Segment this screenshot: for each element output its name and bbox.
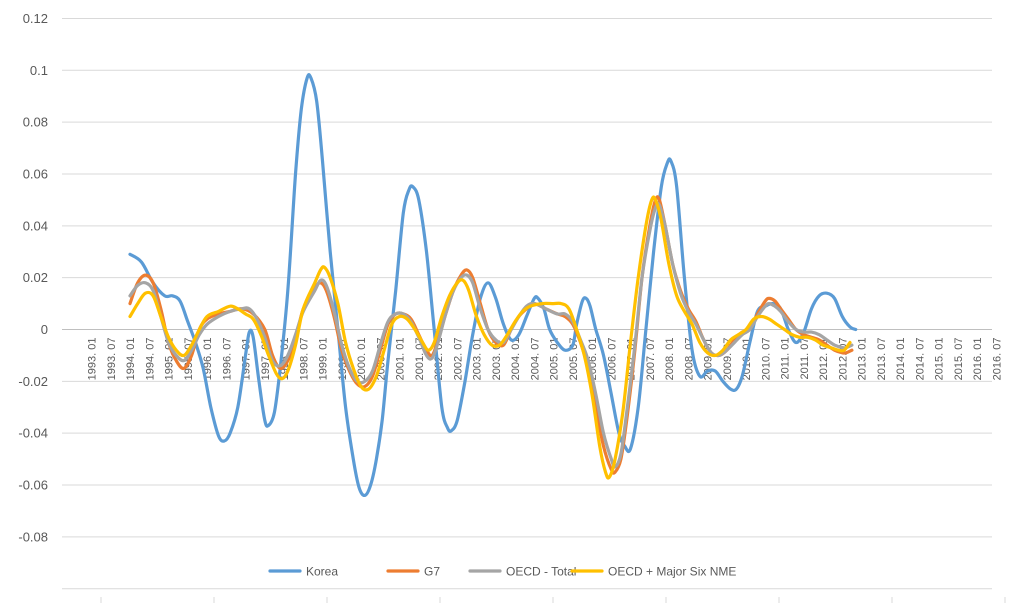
- x-tick-label: 2011. 01: [780, 338, 792, 380]
- y-tick-label: 0.06: [23, 166, 48, 181]
- x-tick-label: 2004. 07: [529, 338, 541, 381]
- y-tick-label: 0.12: [23, 11, 48, 26]
- y-tick-label: -0.08: [18, 529, 48, 544]
- x-tick-label: 2012. 01: [818, 338, 830, 381]
- x-tick-label: 1998. 07: [298, 338, 310, 381]
- x-tick-label: 2006. 07: [606, 338, 618, 381]
- legend-label-g7: G7: [424, 565, 440, 579]
- x-tick-label: 2013. 07: [876, 338, 888, 381]
- y-tick-label: 0.1: [30, 63, 48, 78]
- x-tick-label: 2005. 01: [549, 338, 561, 381]
- y-tick-label: -0.04: [18, 426, 48, 441]
- series-line-oecd-major-six-nme: [128, 195, 852, 480]
- x-tick-label: 2002. 07: [452, 338, 464, 381]
- x-tick-label: 2013. 01: [857, 338, 869, 381]
- grid-layer: [62, 17, 992, 590]
- x-tick-label: 1996. 07: [221, 338, 233, 381]
- series-layer: [128, 73, 858, 498]
- y-tick-label: -0.02: [18, 374, 48, 389]
- legend-label-korea: Korea: [306, 565, 338, 579]
- x-tick-label: 2015. 01: [934, 338, 946, 381]
- x-tick-label: 2011. 07: [799, 338, 811, 380]
- y-tick-label: 0.04: [23, 218, 48, 233]
- series-line-oecd-total: [128, 201, 854, 469]
- x-tick-label: 1999. 01: [318, 338, 330, 381]
- y-axis-ticks: 0.12 0.1 0.08 0.06 0.04 0.02 0 -0.02 -0.04 -0.06 -…: [18, 11, 48, 544]
- y-tick-label: -0.06: [18, 478, 48, 493]
- x-tick-label: 2015. 07: [953, 338, 965, 381]
- x-tick-label: 2014. 01: [895, 338, 907, 381]
- x-tick-label: 2016. 07: [991, 338, 1003, 381]
- x-tick-label: 2004. 01: [510, 338, 522, 381]
- x-tick-label: 2010. 07: [760, 338, 772, 381]
- legend-label-oecd-total: OECD - Total: [506, 565, 576, 579]
- x-tick-label: 2007. 07: [645, 338, 657, 381]
- x-tick-label: 1993. 07: [106, 338, 118, 381]
- x-tick-label: 2016. 01: [972, 338, 984, 381]
- y-tick-label: 0.08: [23, 115, 48, 130]
- y-tick-label: 0.02: [23, 270, 48, 285]
- x-tick-label: 2003. 01: [472, 338, 484, 381]
- x-tick-label: 1994. 07: [144, 338, 156, 381]
- x-tick-label: 1994. 01: [125, 338, 137, 381]
- x-tick-label: 2003. 07: [491, 338, 503, 381]
- x-tick-label: 2008. 01: [664, 338, 676, 381]
- y-tick-label: 0: [41, 322, 48, 337]
- x-tick-label: 2000. 01: [356, 338, 368, 381]
- x-tick-label: 2014. 07: [914, 338, 926, 381]
- x-tick-label: 1993. 01: [87, 338, 99, 381]
- x-tick-label: 2001. 01: [395, 338, 407, 381]
- legend-label-oecd-major-six-nme: OECD + Major Six NME: [608, 565, 736, 579]
- legend: Korea G7 OECD - Total OECD + Major Six NME: [268, 565, 736, 579]
- series-line-korea: [128, 73, 858, 498]
